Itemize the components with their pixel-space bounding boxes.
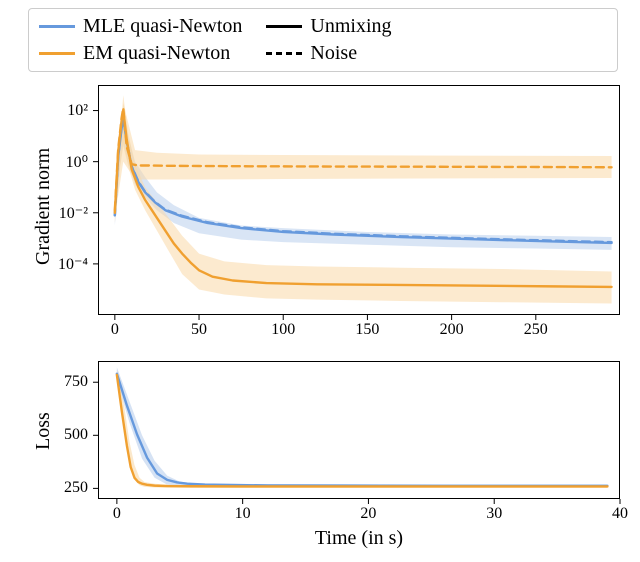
legend-swatch [39, 52, 75, 55]
series-band [117, 367, 608, 487]
x-tick-label: 0 [113, 505, 121, 523]
x-tick-label: 0 [111, 321, 119, 339]
y-tick-label: 250 [48, 479, 88, 497]
x-tick-label: 100 [271, 321, 295, 339]
legend-label: MLE quasi-Newton [83, 15, 242, 38]
legend-label: EM quasi-Newton [83, 42, 230, 65]
legend-entry: Unmixing [266, 15, 391, 38]
legend-swatch [266, 52, 302, 55]
plot-svg [98, 361, 620, 499]
legend-entry: EM quasi-Newton [39, 42, 242, 65]
series-band [117, 369, 608, 487]
x-tick-label: 20 [360, 505, 376, 523]
legend-label: Noise [310, 42, 357, 65]
x-tick-label: 150 [355, 321, 379, 339]
legend: MLE quasi-Newton EM quasi-Newton Unmixing N… [28, 8, 618, 72]
series-line [115, 111, 612, 287]
legend-entry: MLE quasi-Newton [39, 15, 242, 38]
plot-svg [98, 85, 620, 315]
series-line [117, 374, 608, 486]
x-tick-label: 250 [524, 321, 548, 339]
series-band [115, 103, 612, 218]
legend-entry: Noise [266, 42, 391, 65]
y-tick-label: 750 [48, 373, 88, 391]
y-axis-label: Gradient norm [32, 148, 55, 265]
x-axis-label: Time (in s) [98, 527, 620, 550]
legend-label: Unmixing [310, 15, 391, 38]
y-tick-label: 10² [48, 102, 88, 120]
legend-swatch [266, 25, 302, 28]
series-band [115, 95, 612, 303]
legend-swatch [39, 25, 75, 28]
x-tick-label: 50 [191, 321, 207, 339]
x-tick-label: 30 [486, 505, 502, 523]
y-axis-label: Loss [32, 412, 55, 450]
x-tick-label: 40 [612, 505, 628, 523]
x-tick-label: 200 [440, 321, 464, 339]
x-tick-label: 10 [235, 505, 251, 523]
series-line [117, 375, 608, 487]
